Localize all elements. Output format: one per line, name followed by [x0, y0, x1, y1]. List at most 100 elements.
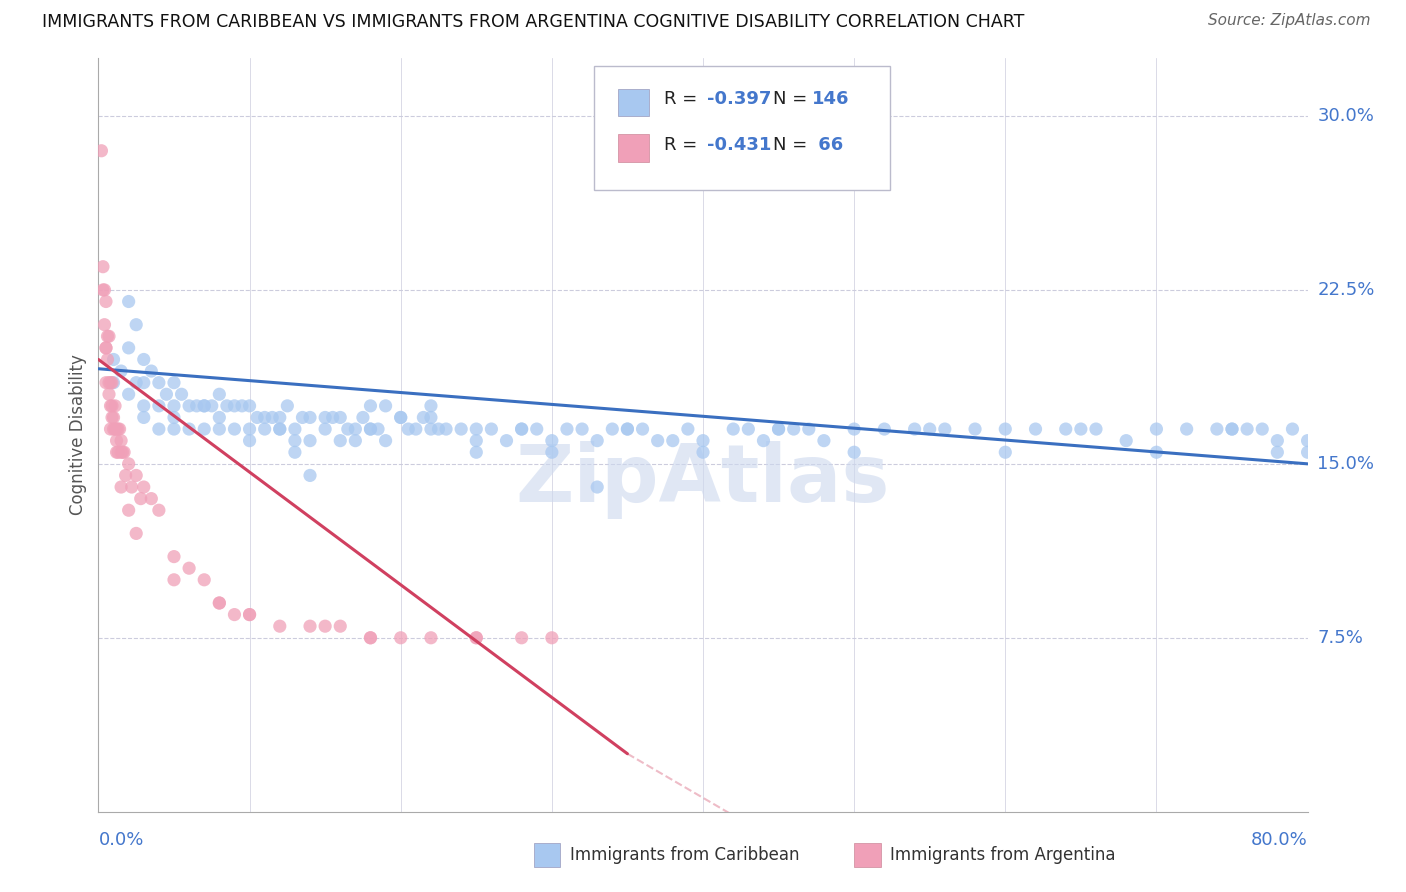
Point — [193, 399, 215, 413]
Point — [692, 434, 714, 448]
FancyBboxPatch shape — [619, 135, 648, 161]
Point — [208, 596, 231, 610]
Point — [110, 480, 132, 494]
Point — [284, 422, 307, 436]
Point — [783, 422, 806, 436]
Point — [94, 341, 117, 355]
Point — [329, 619, 352, 633]
Point — [631, 422, 654, 436]
Point — [918, 422, 941, 436]
Point — [1251, 422, 1274, 436]
Point — [96, 329, 118, 343]
Point — [104, 399, 127, 413]
Point — [616, 422, 638, 436]
Point — [163, 549, 186, 564]
Point — [1267, 434, 1289, 448]
Point — [405, 422, 427, 436]
Point — [208, 596, 231, 610]
Text: N =: N = — [773, 90, 813, 109]
Point — [141, 364, 163, 378]
Point — [1296, 445, 1319, 459]
Point — [98, 376, 121, 390]
Point — [101, 399, 124, 413]
Point — [112, 445, 135, 459]
Point — [322, 410, 344, 425]
Point — [93, 318, 115, 332]
Point — [253, 410, 276, 425]
Point — [125, 318, 148, 332]
Point — [208, 387, 231, 401]
Point — [103, 410, 125, 425]
Point — [510, 631, 533, 645]
Point — [314, 410, 336, 425]
Point — [481, 422, 503, 436]
Point — [299, 468, 322, 483]
Point — [224, 399, 246, 413]
Point — [148, 503, 170, 517]
Point — [163, 422, 186, 436]
Point — [299, 434, 322, 448]
Point — [571, 422, 593, 436]
Point — [465, 434, 488, 448]
Point — [118, 457, 141, 471]
Point — [420, 399, 443, 413]
Point — [465, 445, 488, 459]
Point — [239, 434, 262, 448]
Point — [91, 283, 114, 297]
Point — [374, 434, 396, 448]
Point — [100, 399, 122, 413]
Point — [360, 422, 382, 436]
Point — [100, 376, 122, 390]
Point — [125, 376, 148, 390]
Point — [389, 410, 412, 425]
Point — [374, 399, 396, 413]
FancyBboxPatch shape — [534, 843, 561, 867]
Point — [336, 422, 359, 436]
Point — [94, 376, 117, 390]
Point — [647, 434, 669, 448]
Point — [555, 422, 578, 436]
Point — [1281, 422, 1303, 436]
Point — [163, 573, 186, 587]
Point — [602, 422, 624, 436]
Point — [314, 619, 336, 633]
Point — [1267, 445, 1289, 459]
Point — [224, 422, 246, 436]
Point — [934, 422, 956, 436]
Point — [813, 434, 835, 448]
Text: Immigrants from Caribbean: Immigrants from Caribbean — [569, 846, 800, 863]
Y-axis label: Cognitive Disability: Cognitive Disability — [69, 354, 87, 516]
Point — [427, 422, 450, 436]
Point — [107, 445, 129, 459]
Point — [768, 422, 790, 436]
Point — [1220, 422, 1243, 436]
Point — [148, 422, 170, 436]
Point — [98, 387, 121, 401]
Point — [540, 445, 562, 459]
Point — [344, 434, 367, 448]
Point — [239, 607, 262, 622]
Point — [186, 399, 208, 413]
Point — [105, 445, 128, 459]
Point — [873, 422, 896, 436]
Point — [132, 480, 155, 494]
Point — [1115, 434, 1137, 448]
Point — [269, 619, 291, 633]
Point — [510, 422, 533, 436]
Point — [129, 491, 152, 506]
Point — [118, 294, 141, 309]
Point — [797, 422, 820, 436]
Point — [105, 422, 128, 436]
Point — [148, 376, 170, 390]
Text: 0.0%: 0.0% — [98, 830, 143, 848]
Point — [737, 422, 759, 436]
Text: -0.397: -0.397 — [707, 90, 770, 109]
Point — [420, 410, 443, 425]
Point — [396, 422, 419, 436]
Point — [276, 399, 298, 413]
Point — [1175, 422, 1198, 436]
Point — [179, 561, 201, 575]
Point — [253, 422, 276, 436]
Point — [904, 422, 927, 436]
Point — [208, 422, 231, 436]
